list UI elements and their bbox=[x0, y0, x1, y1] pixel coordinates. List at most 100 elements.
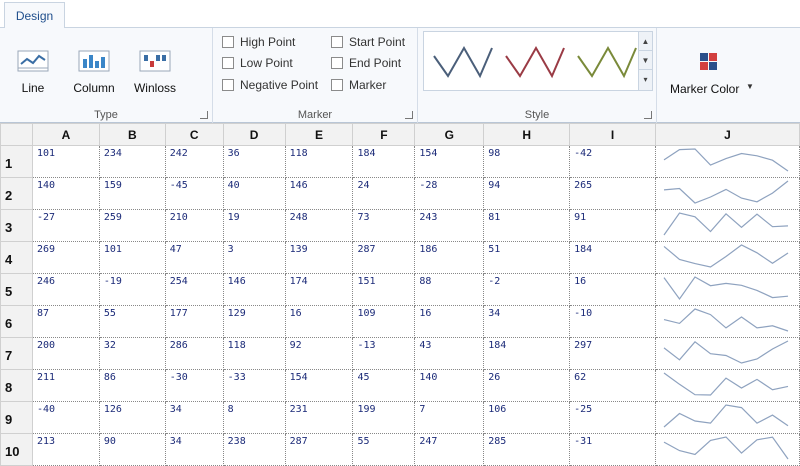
data-cell[interactable]: 254 bbox=[165, 273, 224, 306]
data-cell[interactable]: 55 bbox=[99, 305, 166, 338]
gallery-more-icon[interactable]: ▾ bbox=[643, 75, 648, 84]
data-cell[interactable]: -40 bbox=[32, 401, 100, 434]
data-cell[interactable]: 3 bbox=[223, 241, 286, 274]
data-cell[interactable]: 7 bbox=[414, 401, 485, 434]
tab-design[interactable]: Design bbox=[4, 2, 65, 29]
data-cell[interactable]: 259 bbox=[99, 209, 166, 242]
data-cell[interactable]: 151 bbox=[352, 273, 416, 306]
row-header[interactable]: 1 bbox=[0, 145, 33, 178]
style-3-line-icon[interactable] bbox=[574, 40, 638, 82]
data-cell[interactable]: 265 bbox=[569, 177, 656, 210]
data-cell[interactable]: 126 bbox=[99, 401, 166, 434]
column-header[interactable]: I bbox=[569, 123, 656, 146]
data-cell[interactable]: 26 bbox=[483, 369, 571, 402]
row-header[interactable]: 6 bbox=[0, 305, 33, 338]
data-cell[interactable]: 129 bbox=[223, 305, 286, 338]
data-cell[interactable]: 24 bbox=[352, 177, 416, 210]
data-cell[interactable]: -28 bbox=[414, 177, 485, 210]
data-cell[interactable]: 101 bbox=[32, 145, 100, 178]
data-cell[interactable]: 34 bbox=[165, 401, 224, 434]
data-cell[interactable]: 269 bbox=[32, 241, 100, 274]
column-header[interactable]: B bbox=[98, 123, 166, 146]
data-cell[interactable]: 101 bbox=[99, 241, 166, 274]
data-cell[interactable]: 47 bbox=[165, 241, 224, 274]
line-type-button[interactable]: Line bbox=[12, 48, 54, 95]
data-cell[interactable]: 45 bbox=[352, 369, 416, 402]
data-cell[interactable]: 177 bbox=[165, 305, 224, 338]
high-point-checkbox[interactable]: High Point bbox=[222, 33, 295, 51]
column-header[interactable]: G bbox=[414, 123, 485, 146]
start-point-checkbox[interactable]: Start Point bbox=[331, 33, 405, 51]
sparkline-cell[interactable] bbox=[655, 241, 800, 274]
data-cell[interactable]: 297 bbox=[569, 337, 656, 370]
data-cell[interactable]: -10 bbox=[569, 305, 656, 338]
column-header[interactable]: F bbox=[352, 123, 416, 146]
data-cell[interactable]: 36 bbox=[223, 145, 286, 178]
data-cell[interactable]: 32 bbox=[99, 337, 166, 370]
sparkline-cell[interactable] bbox=[655, 305, 800, 338]
row-header[interactable]: 5 bbox=[0, 273, 33, 306]
column-header[interactable]: C bbox=[164, 123, 224, 146]
gallery-scrollbar[interactable]: ▲ ▼ ▾ bbox=[638, 32, 652, 90]
data-cell[interactable]: -19 bbox=[99, 273, 166, 306]
data-cell[interactable]: 146 bbox=[223, 273, 286, 306]
column-header[interactable]: E bbox=[284, 123, 354, 146]
row-header[interactable]: 7 bbox=[0, 337, 33, 370]
data-cell[interactable]: 246 bbox=[32, 273, 100, 306]
row-header[interactable]: 4 bbox=[0, 241, 33, 274]
data-cell[interactable]: 140 bbox=[32, 177, 100, 210]
data-cell[interactable]: -42 bbox=[569, 145, 656, 178]
data-cell[interactable]: 16 bbox=[285, 305, 354, 338]
sparkline-cell[interactable] bbox=[655, 337, 800, 370]
marker-color-button[interactable]: Marker Color ▼ bbox=[664, 48, 764, 108]
end-point-checkbox[interactable]: End Point bbox=[331, 54, 401, 72]
data-cell[interactable]: 91 bbox=[569, 209, 656, 242]
column-header[interactable]: D bbox=[222, 123, 286, 146]
data-cell[interactable]: 286 bbox=[165, 337, 224, 370]
data-cell[interactable]: -2 bbox=[483, 273, 571, 306]
data-cell[interactable]: 248 bbox=[285, 209, 354, 242]
data-cell[interactable]: 139 bbox=[285, 241, 354, 274]
data-cell[interactable]: 109 bbox=[352, 305, 416, 338]
style-2-line-icon[interactable] bbox=[502, 40, 566, 82]
data-cell[interactable]: 19 bbox=[223, 209, 286, 242]
data-cell[interactable]: 40 bbox=[223, 177, 286, 210]
data-cell[interactable]: 81 bbox=[483, 209, 571, 242]
column-header[interactable]: H bbox=[483, 123, 571, 146]
gallery-down-icon[interactable]: ▼ bbox=[639, 51, 652, 70]
data-cell[interactable]: 86 bbox=[99, 369, 166, 402]
data-cell[interactable]: 94 bbox=[483, 177, 571, 210]
data-cell[interactable]: 43 bbox=[414, 337, 485, 370]
data-cell[interactable]: -13 bbox=[352, 337, 416, 370]
sparkline-cell[interactable] bbox=[655, 273, 800, 306]
row-header[interactable]: 9 bbox=[0, 401, 33, 434]
sparkline-cell[interactable] bbox=[655, 209, 800, 242]
data-cell[interactable]: 92 bbox=[285, 337, 354, 370]
sparkline-cell[interactable] bbox=[655, 177, 800, 210]
marker-group-launcher-icon[interactable] bbox=[405, 111, 413, 119]
data-cell[interactable]: 62 bbox=[569, 369, 656, 402]
column-type-button[interactable]: Column bbox=[70, 48, 118, 95]
data-cell[interactable]: 242 bbox=[165, 145, 224, 178]
column-header[interactable]: J bbox=[654, 123, 800, 146]
data-cell[interactable]: 174 bbox=[285, 273, 354, 306]
data-cell[interactable]: 118 bbox=[285, 145, 354, 178]
data-cell[interactable]: 87 bbox=[32, 305, 100, 338]
data-cell[interactable]: 146 bbox=[285, 177, 354, 210]
data-cell[interactable]: 154 bbox=[285, 369, 354, 402]
data-cell[interactable]: 231 bbox=[285, 401, 354, 434]
data-cell[interactable]: 184 bbox=[483, 337, 571, 370]
data-cell[interactable]: 211 bbox=[32, 369, 100, 402]
sparkline-cell[interactable] bbox=[655, 369, 800, 402]
data-cell[interactable]: 234 bbox=[99, 145, 166, 178]
gallery-up-icon[interactable]: ▲ bbox=[639, 32, 652, 51]
winloss-type-button[interactable]: Winloss bbox=[131, 48, 179, 95]
low-point-checkbox[interactable]: Low Point bbox=[222, 54, 293, 72]
data-cell[interactable]: -27 bbox=[32, 209, 100, 242]
data-cell[interactable]: 159 bbox=[99, 177, 166, 210]
data-cell[interactable]: 199 bbox=[352, 401, 416, 434]
data-cell[interactable]: 106 bbox=[483, 401, 571, 434]
data-cell[interactable]: 287 bbox=[352, 241, 416, 274]
data-cell[interactable]: 200 bbox=[32, 337, 100, 370]
data-cell[interactable]: 184 bbox=[569, 241, 656, 274]
